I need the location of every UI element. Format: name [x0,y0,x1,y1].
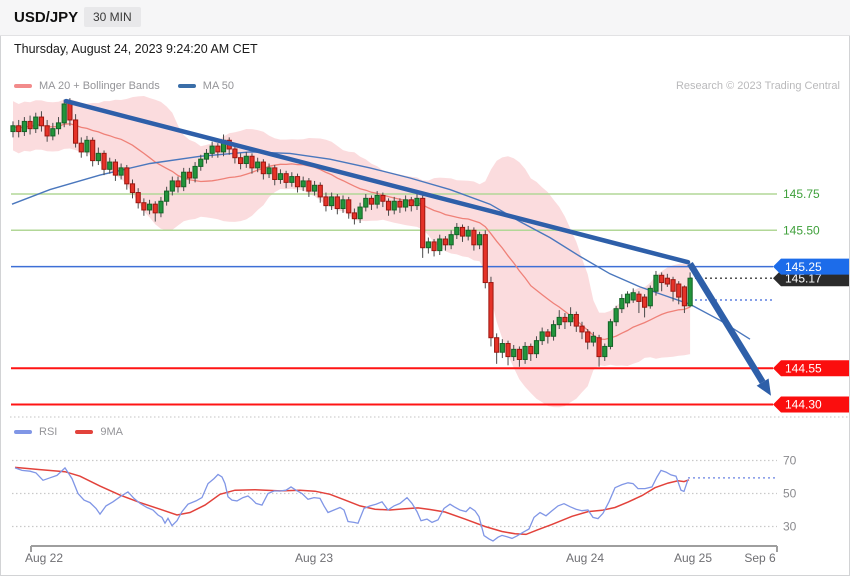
title-bar: USD/JPY 30 MIN [0,0,850,36]
forecast-arrow [687,261,771,396]
price-tag-144.55: 144.55 [773,360,849,377]
x-axis-label: Sep 6 [744,551,776,565]
rsi-legend-label: RSI [39,426,58,438]
svg-text:145.25: 145.25 [785,260,822,274]
bollinger-band-area [13,96,691,408]
legend-rsi: RSI 9MA [14,426,141,438]
ma50-line [11,151,751,340]
ma20-bollinger-legend-label: MA 20 + Bollinger Bands [39,80,160,92]
svg-text:144.55: 144.55 [785,361,822,375]
svg-text:50: 50 [783,487,797,501]
rsi-ma-legend-swatch [75,430,94,434]
ma50-legend-swatch [177,84,196,88]
rsi-line [14,466,689,542]
svg-text:144.30: 144.30 [785,398,822,412]
svg-text:145.17: 145.17 [785,271,822,285]
x-axis-label: Aug 25 [674,551,712,565]
svg-text:30: 30 [783,520,797,534]
svg-text:145.75: 145.75 [783,187,820,201]
svg-text:145.50: 145.50 [783,223,820,237]
x-axis-label: Aug 24 [566,551,604,565]
price-tag-145.25: 145.25 [773,258,849,275]
svg-text:70: 70 [783,454,797,468]
symbol-title: USD/JPY [14,9,79,26]
rsi-ma-legend-label: 9MA [100,426,123,438]
x-axis-label: Aug 22 [25,551,63,565]
rsi-ma-line [14,466,690,536]
legend-main: MA 20 + Bollinger Bands MA 50 [14,80,252,92]
ma20-bollinger-legend-swatch [14,84,32,88]
price-tag-144.30: 144.30 [773,396,849,413]
ma50-legend-label: MA 50 [202,80,234,92]
x-axis-label: Aug 23 [295,551,333,565]
timestamp: Thursday, August 24, 2023 9:24:20 AM CET [14,42,258,56]
rsi-legend-swatch [14,430,32,434]
candlestick-series [10,98,693,367]
research-credit: Research © 2023 Trading Central [675,80,840,92]
timeframe-badge[interactable]: 30 MIN [84,7,141,27]
trendline [63,98,691,265]
